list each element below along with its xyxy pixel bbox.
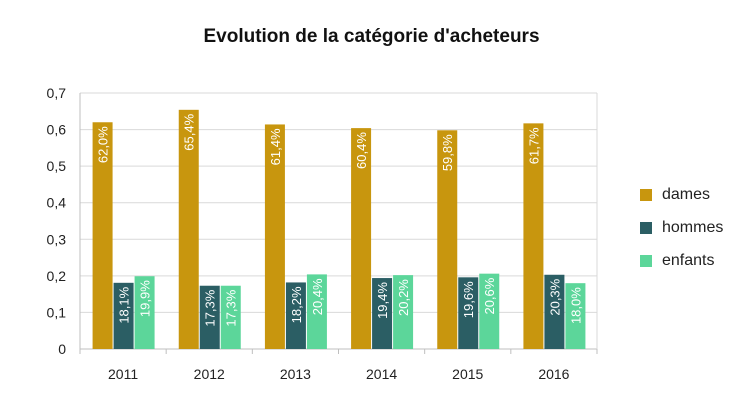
bar-enfants (565, 283, 586, 349)
bar-enfants (306, 274, 327, 349)
data-label-enfants: 19,9% (138, 280, 153, 317)
legend-item-dames: dames (640, 178, 723, 211)
bar-dames (92, 122, 113, 349)
legend-label-enfants: enfants (662, 251, 715, 269)
bar-enfants (220, 285, 241, 349)
y-tick-label: 0,2 (47, 268, 67, 284)
legend-swatch-hommes (640, 221, 652, 234)
x-tick-label: 2014 (366, 366, 397, 382)
data-label-hommes: 17,3% (203, 289, 218, 326)
bar-enfants (479, 273, 500, 349)
y-tick-label: 0,4 (47, 195, 67, 211)
data-label-hommes: 20,3% (547, 278, 562, 315)
y-tick-label: 0,6 (47, 122, 67, 138)
x-tick-label: 2016 (538, 366, 569, 382)
bar-hommes (285, 282, 306, 349)
legend-label-dames: dames (662, 185, 711, 203)
data-label-dames: 61,7% (526, 127, 541, 164)
y-tick-label: 0,3 (47, 231, 67, 247)
bar-enfants (134, 276, 155, 349)
data-label-dames: 65,4% (182, 113, 197, 150)
bar-hommes (199, 285, 220, 349)
bar-dames (351, 128, 372, 349)
bar-enfants (393, 275, 414, 349)
data-label-hommes: 18,2% (289, 286, 304, 323)
x-tick-label: 2013 (280, 366, 311, 382)
bar-dames (264, 124, 285, 349)
bar-dames (437, 130, 458, 349)
data-label-hommes: 19,4% (375, 282, 390, 319)
y-tick-label: 0,7 (47, 85, 67, 101)
data-label-hommes: 19,6% (461, 281, 476, 318)
bar-hommes (113, 282, 134, 349)
x-tick-label: 2015 (452, 366, 483, 382)
y-tick-label: 0,5 (47, 158, 67, 174)
y-tick-label: 0 (58, 341, 66, 357)
legend: dames hommes enfants (640, 178, 723, 277)
data-label-hommes: 18,1% (117, 286, 132, 323)
bar-dames (178, 109, 199, 349)
legend-swatch-dames (640, 188, 652, 201)
data-label-enfants: 18,0% (568, 287, 583, 324)
legend-item-enfants: enfants (640, 244, 723, 277)
data-label-dames: 62,0% (96, 126, 111, 163)
data-label-enfants: 20,4% (310, 278, 325, 315)
x-tick-label: 2011 (108, 366, 138, 382)
data-label-dames: 59,8% (440, 134, 455, 171)
data-label-dames: 60,4% (354, 132, 369, 169)
bar-hommes (458, 277, 479, 349)
bar-dames (523, 123, 544, 350)
data-label-enfants: 17,3% (224, 289, 239, 326)
y-tick-label: 0,1 (47, 304, 67, 320)
x-tick-label: 2012 (194, 366, 225, 382)
data-label-enfants: 20,2% (396, 279, 411, 316)
legend-swatch-enfants (640, 254, 652, 267)
chart-title: Evolution de la catégorie d'acheteurs (203, 26, 540, 47)
data-label-dames: 61,4% (268, 128, 283, 165)
data-label-enfants: 20,6% (482, 277, 497, 314)
bar-hommes (372, 278, 393, 349)
legend-label-hommes: hommes (662, 218, 724, 236)
legend-item-hommes: hommes (640, 211, 723, 244)
bar-hommes (544, 274, 565, 349)
